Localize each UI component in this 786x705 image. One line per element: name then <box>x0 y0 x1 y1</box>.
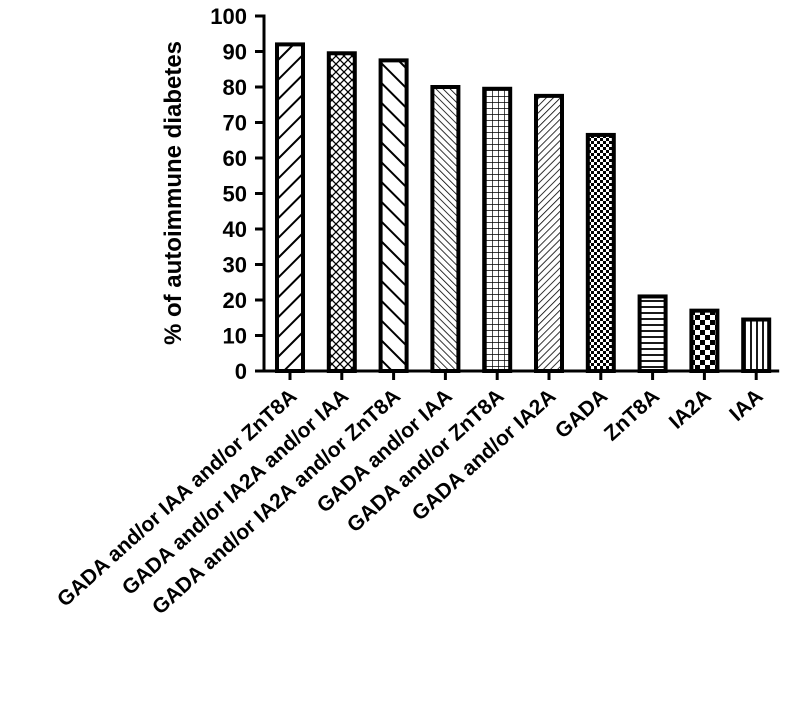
bars <box>275 42 772 374</box>
bar <box>689 308 720 373</box>
y-tick-label: 80 <box>223 75 247 100</box>
x-category-label: IA2A <box>665 385 716 434</box>
y-tick-label: 0 <box>235 359 247 384</box>
bar <box>534 93 564 373</box>
y-tick-label: 100 <box>210 4 247 29</box>
bar <box>326 51 357 374</box>
bar <box>482 86 513 374</box>
bar <box>378 58 409 373</box>
x-category-label: GADA <box>551 385 612 443</box>
y-tick-label: 40 <box>223 217 247 242</box>
y-tick-label: 10 <box>223 324 247 349</box>
x-category-label: IAA <box>725 385 767 426</box>
x-category-label: GADA and/or IA2A and/or IAA <box>118 385 353 600</box>
y-tick-label: 70 <box>223 111 247 136</box>
y-tick-label: 30 <box>223 253 247 278</box>
bar <box>637 294 668 374</box>
y-tick-label: 60 <box>223 146 247 171</box>
bar <box>585 132 616 373</box>
bar <box>275 42 305 374</box>
y-axis-title: % of autoimmune diabetes <box>160 41 187 345</box>
bar <box>741 317 772 373</box>
y-tick-label: 50 <box>223 182 247 207</box>
bar <box>430 85 461 373</box>
x-category-label: ZnT8A <box>600 385 664 446</box>
y-tick-label: 20 <box>223 288 247 313</box>
y-axis: 0 10 20 30 40 50 60 70 80 90 100 <box>210 4 266 384</box>
y-tick-label: 90 <box>223 40 247 65</box>
